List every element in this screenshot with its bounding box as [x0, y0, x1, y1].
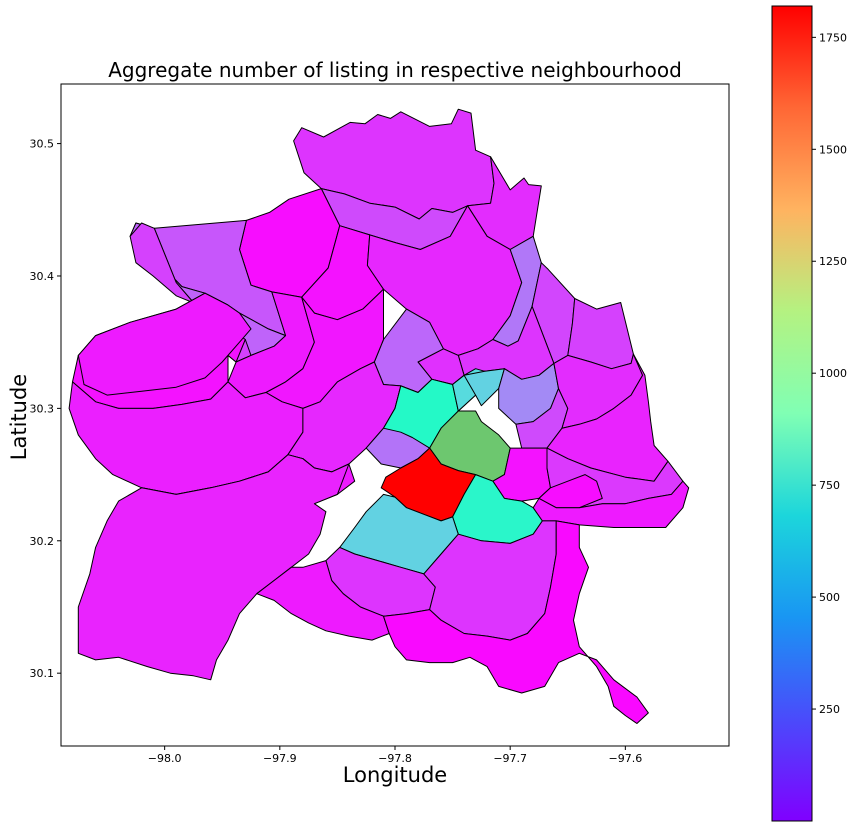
y-axis-label: Latitude [7, 374, 31, 460]
colorbar-tick-label: 1500 [819, 143, 847, 156]
colorbar-tick-label: 1250 [819, 255, 847, 268]
x-tick-label: −97.6 [608, 752, 642, 765]
y-tick-label: 30.4 [30, 270, 55, 283]
colorbar-tick-label: 1000 [819, 367, 847, 380]
y-axis-ticks: 30.1 30.2 30.3 30.4 30.5 [30, 138, 61, 680]
neighbourhood-regions [68, 108, 690, 724]
neighbourhood-region [77, 292, 252, 396]
x-tick-label: −98.0 [148, 752, 182, 765]
colorbar: 250 500 750 1000 1250 1500 1750 [771, 5, 847, 822]
colorbar-tick-label: 1750 [819, 31, 847, 44]
x-tick-label: −97.8 [378, 752, 412, 765]
x-axis-ticks: −98.0 −97.9 −97.8 −97.7 −97.6 [148, 746, 642, 765]
colorbar-gradient [771, 5, 813, 822]
neighbourhood-region [383, 520, 649, 724]
neighbourhood-region [256, 560, 390, 641]
plot-area [60, 83, 730, 747]
x-axis-label: Longitude [343, 763, 447, 787]
y-tick-label: 30.5 [30, 138, 55, 151]
y-tick-label: 30.1 [30, 667, 55, 680]
x-tick-label: −97.9 [263, 752, 297, 765]
colorbar-tick-label: 750 [819, 479, 840, 492]
neighbourhood-region [77, 454, 350, 681]
x-tick-label: −97.7 [493, 752, 527, 765]
colorbar-ticks: 250 500 750 1000 1250 1500 1750 [812, 31, 847, 716]
colorbar-tick-label: 250 [819, 703, 840, 716]
y-tick-label: 30.3 [30, 402, 55, 415]
colorbar-tick-label: 500 [819, 591, 840, 604]
chart-title: Aggregate number of listing in respectiv… [108, 58, 682, 82]
y-tick-label: 30.2 [30, 535, 55, 548]
